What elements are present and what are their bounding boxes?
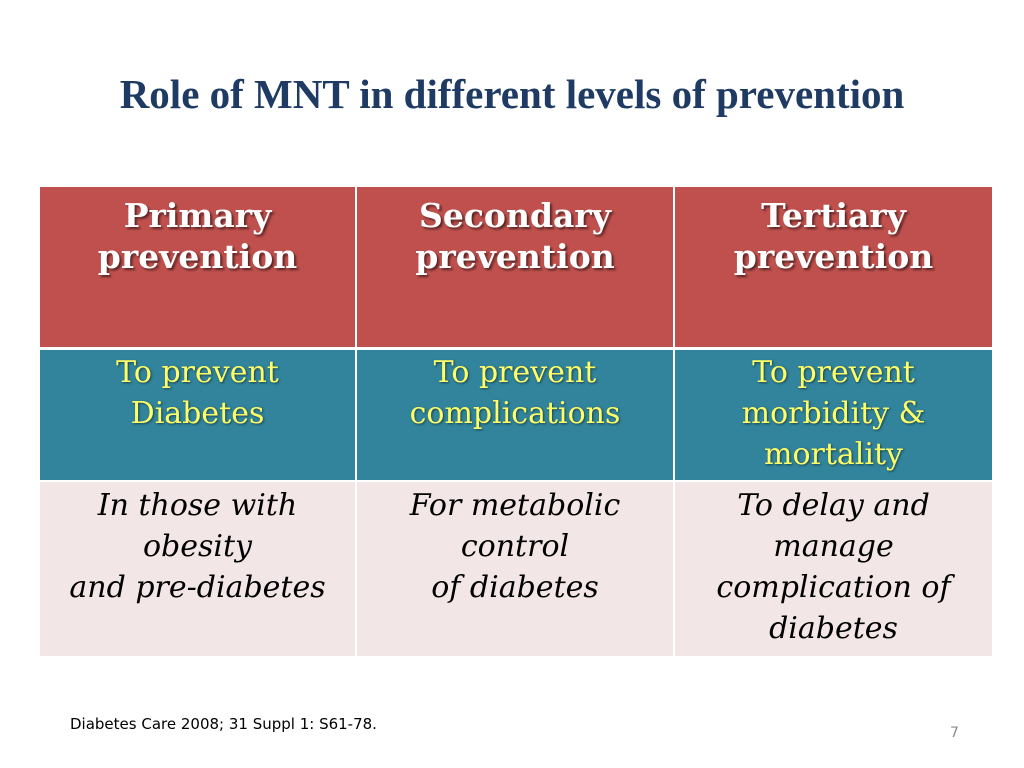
target-primary: In those with obesity and pre-diabetes	[40, 482, 357, 656]
aim-line: mortality	[764, 437, 903, 472]
header-line: prevention	[415, 237, 615, 276]
target-line: of diabetes	[431, 570, 599, 605]
header-line: Tertiary	[761, 196, 906, 235]
target-secondary: For metabolic control of diabetes	[357, 482, 675, 656]
prevention-table: Primary prevention Secondary prevention …	[40, 187, 992, 656]
aim-line: morbidity &	[741, 396, 926, 431]
reference-citation: Diabetes Care 2008; 31 Suppl 1: S61-78.	[70, 715, 377, 733]
target-line: To delay and manage	[737, 488, 930, 564]
target-line: complication of	[716, 570, 951, 605]
aim-secondary: To prevent complications	[357, 350, 675, 482]
aim-primary: To prevent Diabetes	[40, 350, 357, 482]
aim-line: complications	[409, 396, 621, 431]
header-secondary: Secondary prevention	[357, 187, 675, 350]
page-number: 7	[950, 725, 959, 741]
header-line: prevention	[733, 237, 934, 276]
target-line: and pre-diabetes	[69, 570, 326, 605]
header-tertiary: Tertiary prevention	[675, 187, 992, 350]
header-line: Primary	[123, 196, 272, 235]
target-tertiary: To delay and manage complication of diab…	[675, 482, 992, 656]
header-primary: Primary prevention	[40, 187, 357, 350]
target-line: diabetes	[769, 611, 898, 646]
header-line: prevention	[97, 237, 298, 276]
header-line: Secondary	[419, 196, 611, 235]
aim-line: To prevent	[116, 355, 279, 390]
aim-line: To prevent	[752, 355, 915, 390]
aim-line: To prevent	[433, 355, 597, 390]
aim-line: Diabetes	[130, 396, 265, 431]
aim-tertiary: To prevent morbidity & mortality	[675, 350, 992, 482]
target-line: For metabolic control	[409, 488, 621, 564]
slide-title: Role of MNT in different levels of preve…	[119, 71, 905, 117]
target-line: In those with obesity	[97, 488, 298, 564]
